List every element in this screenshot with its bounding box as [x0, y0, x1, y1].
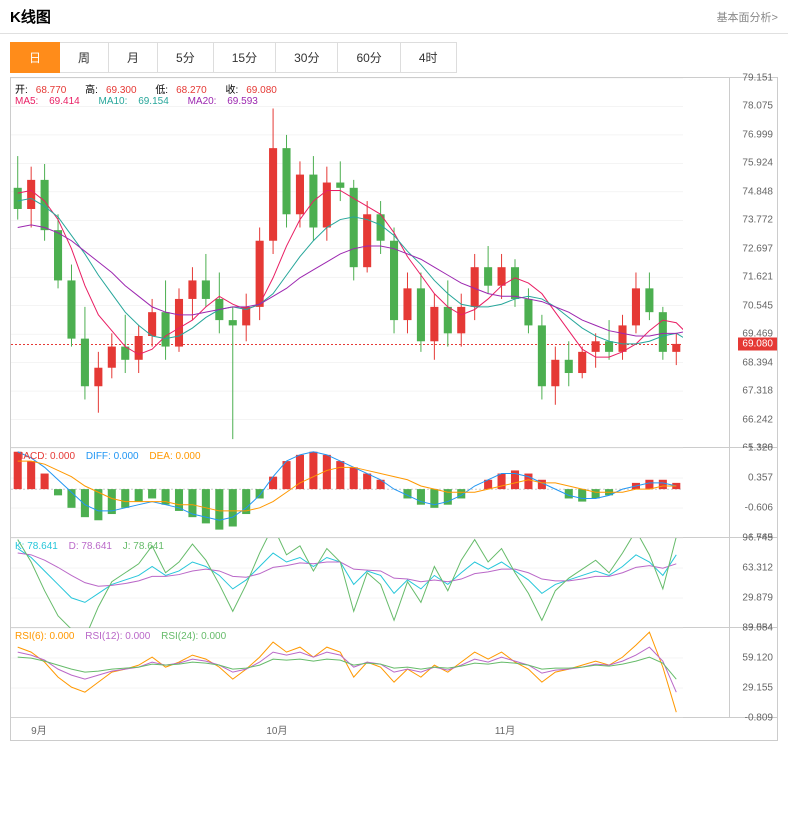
timeframe-tabs: 日周月5分15分30分60分4时	[0, 34, 788, 77]
timeframe-30分[interactable]: 30分	[276, 42, 338, 73]
y-axis-kdj: 96.74563.31229.879-3.554	[729, 538, 777, 627]
macd-labels: MACD: 0.000 DIFF: 0.000 DEA: 0.000	[15, 451, 209, 462]
timeframe-月[interactable]: 月	[109, 42, 158, 73]
ohlc-labels: 开:68.770 高:69.300 低:68.270 收:69.080 MA5:…	[15, 81, 293, 107]
y-axis-main: 79.15178.07576.99975.92474.84873.77272.6…	[729, 78, 777, 447]
candlestick-svg	[11, 78, 683, 448]
macd-pane[interactable]: MACD: 0.000 DIFF: 0.000 DEA: 0.000 1.320…	[11, 448, 777, 538]
y-axis-macd: 1.3200.357-0.606-1.569	[729, 448, 777, 537]
chart-container: 开:68.770 高:69.300 低:68.270 收:69.080 MA5:…	[10, 77, 778, 741]
kdj-pane[interactable]: K: 78.641 D: 78.641 J: 78.641 96.74563.3…	[11, 538, 777, 628]
timeframe-15分[interactable]: 15分	[214, 42, 276, 73]
x-axis: 9月10月11月	[11, 718, 777, 740]
timeframe-4时[interactable]: 4时	[401, 42, 457, 73]
timeframe-5分[interactable]: 5分	[158, 42, 214, 73]
timeframe-60分[interactable]: 60分	[338, 42, 400, 73]
timeframe-日[interactable]: 日	[10, 42, 60, 73]
candlestick-pane[interactable]: 开:68.770 高:69.300 低:68.270 收:69.080 MA5:…	[11, 78, 777, 448]
y-axis-rsi: 89.08459.12029.155-0.809	[729, 628, 777, 717]
analysis-link[interactable]: 基本面分析>	[717, 9, 778, 25]
kdj-labels: K: 78.641 D: 78.641 J: 78.641	[15, 541, 172, 552]
current-price-tag: 69.080	[738, 338, 777, 351]
rsi-pane[interactable]: RSI(6): 0.000 RSI(12): 0.000 RSI(24): 0.…	[11, 628, 777, 718]
page-title: K线图	[10, 6, 51, 27]
timeframe-周[interactable]: 周	[60, 42, 109, 73]
rsi-labels: RSI(6): 0.000 RSI(12): 0.000 RSI(24): 0.…	[15, 631, 234, 642]
